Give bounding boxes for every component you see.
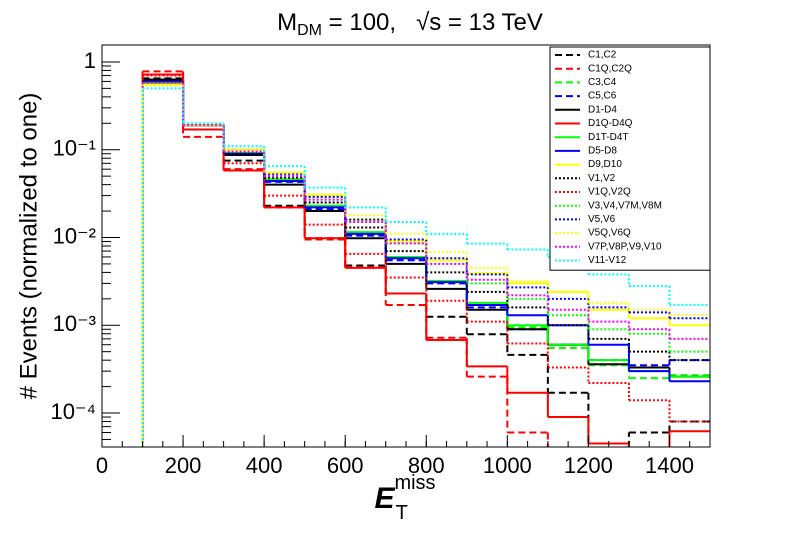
legend-label: C1Q,C2Q (588, 63, 632, 74)
legend-label: V1Q,V2Q (588, 187, 631, 198)
x-tick-label: 1200 (564, 453, 613, 478)
x-label-main: E (374, 482, 395, 515)
x-tick-label: 400 (246, 453, 283, 478)
y-tick-label: 1 (84, 48, 96, 73)
y-tick-label: 10⁻³ (53, 311, 96, 336)
legend-label: V5,V6 (588, 214, 616, 225)
x-axis-label: Emiss T (374, 472, 435, 524)
legend-label: V1,V2 (588, 173, 616, 184)
x-tick-label: 200 (165, 453, 202, 478)
y-tick-label: 10⁻⁴ (50, 399, 96, 424)
x-tick-label: 1400 (645, 453, 694, 478)
x-tick-label: 0 (96, 453, 108, 478)
legend-label: D9,D10 (588, 159, 622, 170)
legend-label: V3,V4,V7M,V8M (588, 200, 662, 211)
title-subscript: DM (297, 22, 322, 39)
legend-label: C1,C2 (588, 50, 617, 61)
legend-label: D1T-D4T (588, 132, 629, 143)
chart-title: MDM = 100, √s = 13 TeV (277, 9, 543, 39)
legend-label: V5Q,V6Q (588, 228, 631, 239)
plot-area (141, 70, 710, 447)
title-text: M (277, 9, 297, 36)
y-tick-label: 10⁻² (53, 223, 96, 248)
x-label-sub: T (396, 502, 408, 524)
title-text: = 100, (322, 9, 416, 36)
legend-label: V7P,V8P,V9,V10 (588, 241, 662, 252)
x-tick-label: 600 (327, 453, 364, 478)
legend-label: V11-V12 (588, 255, 627, 266)
x-tick-label: 1000 (483, 453, 532, 478)
legend-label: D5-D8 (588, 146, 617, 157)
legend-label: D1Q-D4Q (588, 118, 633, 129)
legend-label: D1-D4 (588, 104, 617, 115)
x-tick-label: 800 (408, 453, 445, 478)
y-axis-label: # Events (normalized to one) (15, 93, 42, 400)
legend-label: C3,C4 (588, 77, 617, 88)
title-text: √s = 13 TeV (416, 9, 543, 36)
y-tick-label: 10⁻¹ (53, 136, 96, 161)
x-label-sup: miss (394, 472, 435, 494)
legend-label: C5,C6 (588, 91, 617, 102)
